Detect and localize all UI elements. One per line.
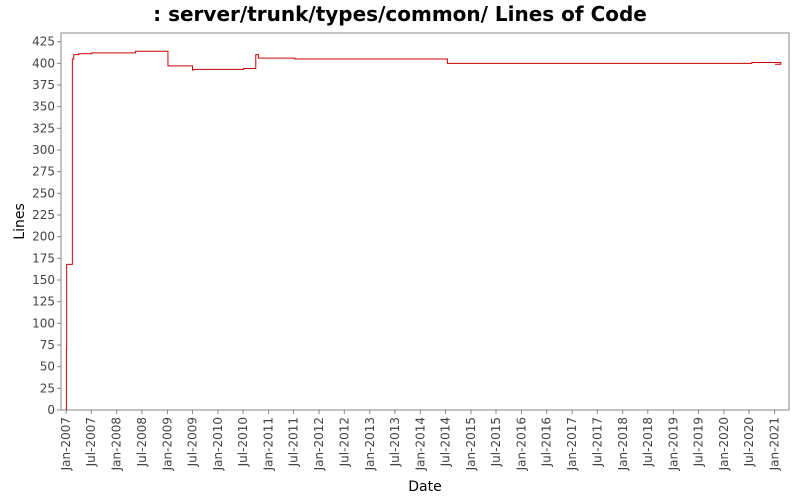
x-tick-label: Jan-2015 (464, 417, 478, 471)
y-axis: 0 25 50 75 100 125 150 175 200 225 250 275 300 325 350… (32, 35, 61, 417)
x-tick-label: Jul-2014 (438, 417, 452, 467)
x-tick-label: Jan-2014 (413, 417, 427, 471)
y-tick-label: 225 (32, 208, 55, 222)
x-tick-label: Jan-2013 (363, 417, 377, 471)
x-tick-label: Jul-2015 (489, 417, 503, 467)
y-tick-label: 400 (32, 56, 55, 70)
x-tick-label: Jul-2007 (84, 417, 98, 467)
y-tick-label: 200 (32, 230, 55, 244)
plot-area (60, 32, 790, 411)
x-tick-label: Jul-2012 (337, 417, 351, 467)
x-tick-label: Jul-2008 (135, 417, 149, 467)
x-tick-label: Jul-2018 (641, 417, 655, 467)
x-tick-label: Jan-2021 (768, 417, 782, 471)
x-tick-label: Jul-2020 (742, 417, 756, 467)
y-tick-label: 50 (40, 360, 55, 374)
x-tick-label: Jan-2019 (666, 417, 680, 471)
y-axis-title: Lines (12, 203, 28, 239)
y-tick-label: 325 (32, 121, 55, 135)
x-tick-label: Jan-2011 (262, 417, 276, 471)
x-tick-label: Jan-2020 (717, 417, 731, 471)
series-line (65, 50, 782, 411)
x-tick-label: Jul-2009 (185, 417, 199, 467)
y-tick-label: 125 (32, 295, 55, 309)
y-tick-label: 25 (40, 381, 55, 395)
x-tick-label: Jan-2009 (160, 417, 174, 471)
x-tick-label: Jan-2018 (616, 417, 630, 471)
x-tick-label: Jul-2016 (540, 417, 554, 467)
x-tick-label: Jan-2008 (110, 417, 124, 471)
x-tick-label: Jan-2016 (514, 417, 528, 471)
x-tick-label: Jul-2011 (287, 417, 301, 467)
y-tick-label: 375 (32, 78, 55, 92)
series-layer (65, 50, 782, 411)
x-axis-title: Date (408, 479, 441, 495)
y-tick-label: 0 (47, 403, 55, 417)
y-tick-label: 275 (32, 165, 55, 179)
y-tick-label: 425 (32, 35, 55, 49)
y-tick-label: 150 (32, 273, 55, 287)
y-tick-label: 350 (32, 100, 55, 114)
x-tick-label: Jan-2010 (211, 417, 225, 471)
y-tick-label: 75 (40, 338, 55, 352)
y-tick-label: 300 (32, 143, 55, 157)
x-tick-label: Jul-2017 (590, 417, 604, 467)
chart-title: : server/trunk/types/common/ Lines of Co… (153, 2, 647, 26)
x-axis: Jan-2007 Jul-2007 Jan-2008 Jul-2008 Jan-2009… (59, 410, 782, 471)
y-tick-label: 175 (32, 251, 55, 265)
x-tick-label: Jul-2019 (691, 417, 705, 467)
x-tick-label: Jul-2010 (236, 417, 250, 467)
y-tick-label: 100 (32, 316, 55, 330)
x-tick-label: Jul-2013 (388, 417, 402, 467)
x-tick-label: Jan-2012 (312, 417, 326, 471)
y-tick-label: 250 (32, 186, 55, 200)
x-tick-label: Jan-2017 (565, 417, 579, 471)
x-tick-label: Jan-2007 (59, 417, 73, 471)
